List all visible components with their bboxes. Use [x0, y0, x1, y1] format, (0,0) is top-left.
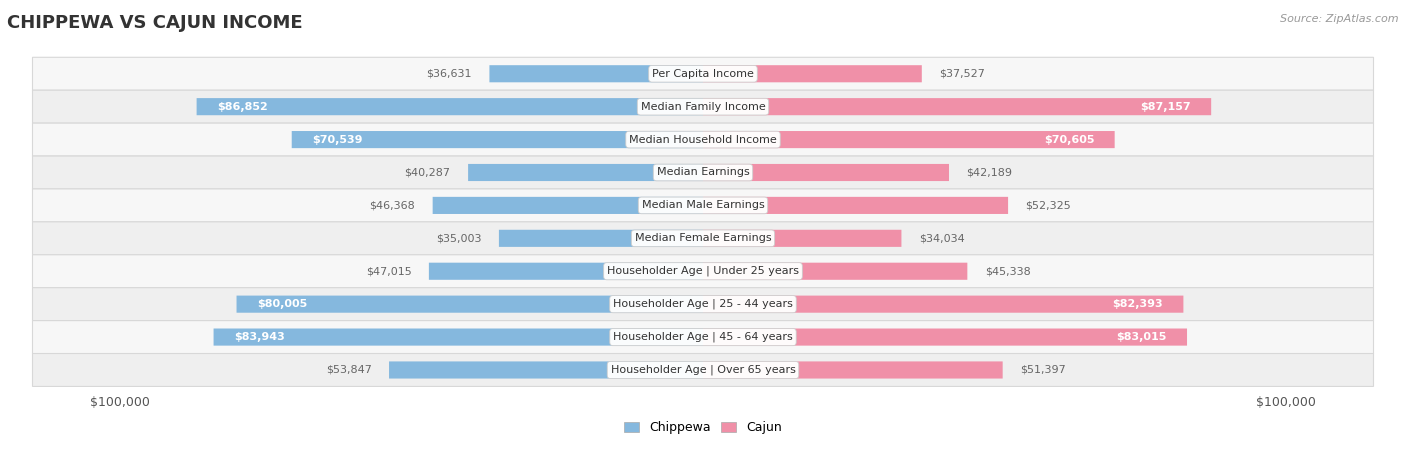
Text: Median Household Income: Median Household Income: [628, 134, 778, 145]
FancyBboxPatch shape: [489, 65, 703, 82]
Text: Median Family Income: Median Family Income: [641, 102, 765, 112]
FancyBboxPatch shape: [468, 164, 703, 181]
FancyBboxPatch shape: [703, 131, 1115, 148]
Text: $82,393: $82,393: [1112, 299, 1163, 309]
FancyBboxPatch shape: [499, 230, 703, 247]
Text: $53,847: $53,847: [326, 365, 371, 375]
FancyBboxPatch shape: [703, 197, 1008, 214]
Text: $42,189: $42,189: [966, 168, 1012, 177]
FancyBboxPatch shape: [703, 65, 922, 82]
FancyBboxPatch shape: [32, 123, 1374, 156]
Text: Householder Age | 45 - 64 years: Householder Age | 45 - 64 years: [613, 332, 793, 342]
FancyBboxPatch shape: [703, 230, 901, 247]
Text: $52,325: $52,325: [1025, 200, 1071, 211]
FancyBboxPatch shape: [32, 321, 1374, 354]
FancyBboxPatch shape: [429, 262, 703, 280]
FancyBboxPatch shape: [32, 90, 1374, 123]
Text: $40,287: $40,287: [405, 168, 450, 177]
FancyBboxPatch shape: [32, 156, 1374, 189]
Text: Median Earnings: Median Earnings: [657, 168, 749, 177]
FancyBboxPatch shape: [703, 98, 1211, 115]
Text: $36,631: $36,631: [426, 69, 472, 79]
Text: $45,338: $45,338: [984, 266, 1031, 276]
FancyBboxPatch shape: [32, 288, 1374, 321]
Text: Per Capita Income: Per Capita Income: [652, 69, 754, 79]
FancyBboxPatch shape: [703, 262, 967, 280]
FancyBboxPatch shape: [703, 328, 1187, 346]
FancyBboxPatch shape: [214, 328, 703, 346]
Legend: Chippewa, Cajun: Chippewa, Cajun: [619, 417, 787, 439]
Text: Median Female Earnings: Median Female Earnings: [634, 234, 772, 243]
Text: $80,005: $80,005: [257, 299, 307, 309]
Text: $35,003: $35,003: [436, 234, 481, 243]
Text: Householder Age | Over 65 years: Householder Age | Over 65 years: [610, 365, 796, 375]
FancyBboxPatch shape: [32, 189, 1374, 222]
Text: $87,157: $87,157: [1140, 102, 1191, 112]
Text: Source: ZipAtlas.com: Source: ZipAtlas.com: [1281, 14, 1399, 24]
Text: Householder Age | Under 25 years: Householder Age | Under 25 years: [607, 266, 799, 276]
FancyBboxPatch shape: [433, 197, 703, 214]
Text: $70,539: $70,539: [312, 134, 363, 145]
FancyBboxPatch shape: [703, 296, 1184, 313]
FancyBboxPatch shape: [32, 255, 1374, 288]
Text: $83,943: $83,943: [233, 332, 285, 342]
FancyBboxPatch shape: [197, 98, 703, 115]
Text: $83,015: $83,015: [1116, 332, 1167, 342]
FancyBboxPatch shape: [32, 222, 1374, 255]
Text: Median Male Earnings: Median Male Earnings: [641, 200, 765, 211]
FancyBboxPatch shape: [703, 361, 1002, 379]
Text: $34,034: $34,034: [920, 234, 965, 243]
Text: Householder Age | 25 - 44 years: Householder Age | 25 - 44 years: [613, 299, 793, 310]
FancyBboxPatch shape: [389, 361, 703, 379]
FancyBboxPatch shape: [32, 354, 1374, 386]
FancyBboxPatch shape: [703, 164, 949, 181]
FancyBboxPatch shape: [291, 131, 703, 148]
Text: $86,852: $86,852: [217, 102, 267, 112]
Text: $51,397: $51,397: [1021, 365, 1066, 375]
Text: $47,015: $47,015: [366, 266, 412, 276]
FancyBboxPatch shape: [32, 57, 1374, 90]
Text: $70,605: $70,605: [1043, 134, 1094, 145]
FancyBboxPatch shape: [236, 296, 703, 313]
Text: $37,527: $37,527: [939, 69, 986, 79]
Text: CHIPPEWA VS CAJUN INCOME: CHIPPEWA VS CAJUN INCOME: [7, 14, 302, 32]
Text: $46,368: $46,368: [370, 200, 415, 211]
